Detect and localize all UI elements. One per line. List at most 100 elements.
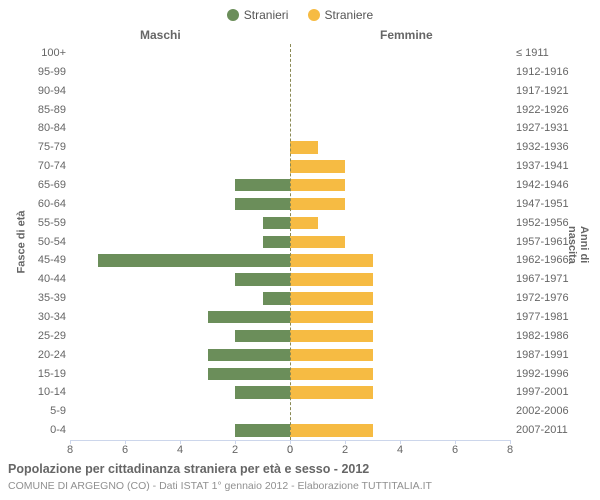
ylabel-age: 50-54 bbox=[4, 236, 66, 248]
bar-male bbox=[98, 254, 291, 267]
bar-female bbox=[290, 179, 345, 192]
centerline bbox=[290, 44, 291, 440]
bar-male bbox=[235, 424, 290, 437]
ylabel-birth: 1942-1946 bbox=[516, 179, 578, 191]
ylabel-age: 40-44 bbox=[4, 273, 66, 285]
bar-male bbox=[235, 179, 290, 192]
ylabel-age: 15-19 bbox=[4, 368, 66, 380]
ylabel-age: 0-4 bbox=[4, 424, 66, 436]
x-tickmark bbox=[70, 440, 71, 444]
ylabel-age: 95-99 bbox=[4, 66, 66, 78]
ylabel-birth: 1927-1931 bbox=[516, 122, 578, 134]
ylabel-age: 25-29 bbox=[4, 330, 66, 342]
bar-female bbox=[290, 160, 345, 173]
x-tick: 6 bbox=[452, 444, 458, 456]
col-title-right: Femmine bbox=[380, 28, 433, 42]
ylabel-birth: ≤ 1911 bbox=[516, 47, 578, 59]
ylabel-birth: 1982-1986 bbox=[516, 330, 578, 342]
legend-swatch-male bbox=[227, 9, 239, 21]
ylabel-birth: 1997-2001 bbox=[516, 386, 578, 398]
bar-male bbox=[208, 311, 291, 324]
bar-female bbox=[290, 292, 373, 305]
x-tickmark bbox=[400, 440, 401, 444]
bar-male bbox=[235, 330, 290, 343]
bar-male bbox=[235, 198, 290, 211]
x-tickmark bbox=[235, 440, 236, 444]
bar-female bbox=[290, 349, 373, 362]
x-tick: 4 bbox=[397, 444, 403, 456]
x-tick: 2 bbox=[342, 444, 348, 456]
bar-female bbox=[290, 217, 318, 230]
bar-female bbox=[290, 141, 318, 154]
ylabel-age: 5-9 bbox=[4, 405, 66, 417]
bar-male bbox=[263, 236, 291, 249]
legend-item-male: Stranieri bbox=[227, 8, 289, 22]
ylabel-birth: 1957-1961 bbox=[516, 236, 578, 248]
ylabel-age: 45-49 bbox=[4, 254, 66, 266]
ylabel-age: 10-14 bbox=[4, 386, 66, 398]
ylabel-birth: 1967-1971 bbox=[516, 273, 578, 285]
bar-female bbox=[290, 236, 345, 249]
ylabel-age: 35-39 bbox=[4, 292, 66, 304]
ylabel-birth: 1992-1996 bbox=[516, 368, 578, 380]
bar-male bbox=[208, 349, 291, 362]
ylabel-birth: 1952-1956 bbox=[516, 217, 578, 229]
bar-male bbox=[235, 386, 290, 399]
bar-male bbox=[263, 292, 291, 305]
ylabel-birth: 1917-1921 bbox=[516, 85, 578, 97]
bar-female bbox=[290, 311, 373, 324]
x-tick: 2 bbox=[232, 444, 238, 456]
x-tick: 0 bbox=[287, 444, 293, 456]
x-tickmark bbox=[345, 440, 346, 444]
ylabel-age: 20-24 bbox=[4, 349, 66, 361]
ylabel-age: 75-79 bbox=[4, 141, 66, 153]
legend: Stranieri Straniere bbox=[0, 8, 600, 24]
bar-female bbox=[290, 386, 373, 399]
ylabel-birth: 1922-1926 bbox=[516, 104, 578, 116]
bar-female bbox=[290, 330, 373, 343]
ylabel-birth: 1932-1936 bbox=[516, 141, 578, 153]
ylabel-birth: 1962-1966 bbox=[516, 254, 578, 266]
x-tick: 6 bbox=[122, 444, 128, 456]
x-tickmark bbox=[180, 440, 181, 444]
legend-label-female: Straniere bbox=[325, 8, 374, 22]
ylabel-age: 85-89 bbox=[4, 104, 66, 116]
x-tick: 8 bbox=[67, 444, 73, 456]
legend-item-female: Straniere bbox=[308, 8, 374, 22]
x-tickmark bbox=[125, 440, 126, 444]
ylabel-birth: 1912-1916 bbox=[516, 66, 578, 78]
ylabel-age: 80-84 bbox=[4, 122, 66, 134]
x-tick: 8 bbox=[507, 444, 513, 456]
bar-female bbox=[290, 273, 373, 286]
ylabel-age: 65-69 bbox=[4, 179, 66, 191]
legend-label-male: Stranieri bbox=[244, 8, 289, 22]
bar-male bbox=[208, 368, 291, 381]
caption-main: Popolazione per cittadinanza straniera p… bbox=[8, 462, 369, 476]
ylabel-birth: 2002-2006 bbox=[516, 405, 578, 417]
caption-sub: COMUNE DI ARGEGNO (CO) - Dati ISTAT 1° g… bbox=[8, 480, 432, 492]
bar-male bbox=[235, 273, 290, 286]
col-title-left: Maschi bbox=[140, 28, 181, 42]
ylabel-age: 55-59 bbox=[4, 217, 66, 229]
x-tickmark bbox=[510, 440, 511, 444]
x-tickmark bbox=[290, 440, 291, 444]
legend-swatch-female bbox=[308, 9, 320, 21]
x-tickmark bbox=[455, 440, 456, 444]
bar-female bbox=[290, 368, 373, 381]
pyramid-chart: Stranieri Straniere Maschi Femmine Fasce… bbox=[0, 0, 600, 500]
ylabel-age: 30-34 bbox=[4, 311, 66, 323]
ylabel-birth: 1977-1981 bbox=[516, 311, 578, 323]
bar-female bbox=[290, 424, 373, 437]
ylabel-age: 90-94 bbox=[4, 85, 66, 97]
bar-male bbox=[263, 217, 291, 230]
ylabel-age: 100+ bbox=[4, 47, 66, 59]
ylabel-birth: 1947-1951 bbox=[516, 198, 578, 210]
ylabel-birth: 1972-1976 bbox=[516, 292, 578, 304]
bar-female bbox=[290, 198, 345, 211]
ylabel-age: 60-64 bbox=[4, 198, 66, 210]
ylabel-birth: 1937-1941 bbox=[516, 160, 578, 172]
x-tick: 4 bbox=[177, 444, 183, 456]
bar-female bbox=[290, 254, 373, 267]
ylabel-birth: 2007-2011 bbox=[516, 424, 578, 436]
ylabel-birth: 1987-1991 bbox=[516, 349, 578, 361]
